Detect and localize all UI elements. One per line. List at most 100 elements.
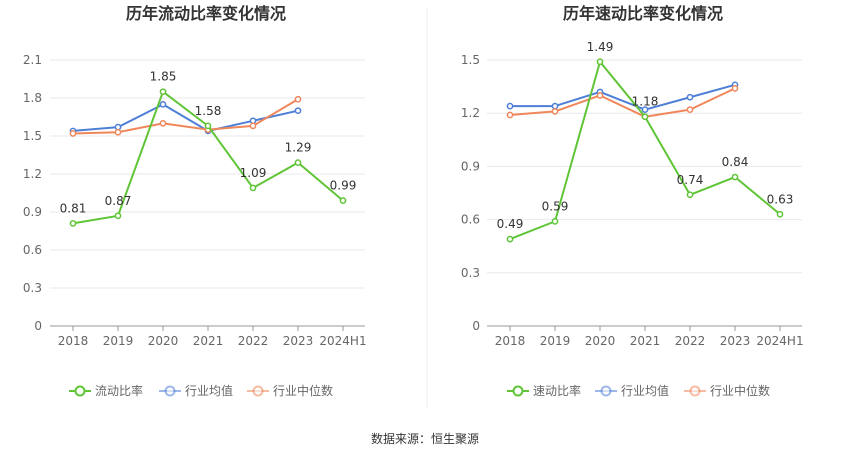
data-point [596,92,604,99]
series-line [72,98,299,135]
data-point [776,210,784,218]
x-tick-label: 2022 [675,334,706,348]
legend-item[interactable]: 流动比率 [69,383,143,398]
data-point [159,119,167,127]
series-line [72,103,299,132]
data-label: 1.49 [587,40,614,54]
legend-label: 行业中位数 [710,383,770,398]
y-tick-label: 1.5 [461,53,480,67]
y-tick-label: 0.6 [461,213,480,227]
x-tick-label: 2018 [495,334,526,348]
data-point [294,107,302,115]
data-point [159,100,167,108]
legend-label: 行业均值 [621,383,669,398]
data-point [641,106,649,114]
y-tick-label: 1.8 [23,91,42,105]
y-tick-label: 1.2 [23,167,42,181]
data-point [294,159,302,166]
data-point [204,122,212,130]
data-point [551,218,559,225]
data-label: 0.81 [60,201,87,215]
x-tick-label: 2023 [720,334,751,348]
y-tick-label: 0.6 [23,243,42,257]
y-tick-label: 0.3 [461,266,480,280]
legend-label: 行业中位数 [273,383,333,398]
x-tick-label: 2022 [238,334,269,348]
x-tick-label: 2018 [58,334,89,348]
current-ratio-chart: 历年流动比率变化情况 0 0.3 0.6 0.9 1.2 1.5 1.8 2.1 2018 2019… [23,4,367,398]
x-tick-label: 2020 [585,334,616,348]
data-label: 0.74 [677,173,704,187]
legend-item[interactable]: 行业均值 [159,383,233,398]
data-point [641,113,649,121]
legend-swatch-marker [164,385,176,397]
y-tick-label: 0 [472,319,480,333]
data-point [114,128,122,136]
y-tick-label: 1.5 [23,129,42,143]
data-label: 1.18 [632,95,659,109]
data-point [551,108,559,115]
data-point [159,88,167,96]
legend-label: 流动比率 [95,383,143,398]
x-tick-label: 2020 [148,334,179,348]
data-point [249,184,257,192]
data-point [114,212,122,220]
data-label: 1.29 [285,141,312,155]
data-point [506,111,514,119]
data-point [551,102,559,110]
data-point [731,85,739,92]
legend-swatch-marker [74,385,86,397]
x-tick-label: 2019 [540,334,571,348]
legend-item[interactable]: 速动比率 [507,383,581,398]
legend-label: 速动比率 [533,383,581,398]
data-point [596,58,604,66]
data-label: 1.85 [150,70,177,84]
data-point [294,95,302,103]
data-label: 0.84 [722,155,749,169]
x-tick-label: 2024H1 [319,334,366,348]
data-point [69,220,77,227]
x-tick-label: 2021 [630,334,661,348]
data-label: 0.59 [542,199,569,213]
x-tick-label: 2019 [103,334,134,348]
data-point [249,122,257,130]
y-tick-label: 0.3 [23,281,42,295]
x-tick-label: 2023 [283,334,314,348]
data-label: 1.09 [240,166,267,180]
chart-title: 历年流动比率变化情况 [126,4,286,23]
quick-ratio-chart: 历年速动比率变化情况 0 0.3 0.6 0.9 1.2 1.5 2018 2019 2020 20… [461,4,804,398]
data-point [686,191,694,199]
legend-item[interactable]: 行业中位数 [684,383,770,398]
y-tick-label: 1.2 [461,106,480,120]
y-tick-label: 0 [34,319,42,333]
data-label: 0.87 [105,194,132,208]
chart-title: 历年速动比率变化情况 [563,4,723,23]
legend-item[interactable]: 行业均值 [595,383,669,398]
data-point [506,102,514,110]
y-tick-label: 0.9 [23,205,42,219]
data-point [69,130,77,137]
legend-swatch-marker [512,385,524,397]
x-tick-label: 2024H1 [756,334,803,348]
data-point [339,197,347,204]
x-tick-label: 2021 [193,334,224,348]
source-label: 数据来源：恒生聚源 [371,431,479,446]
data-label: 1.58 [195,104,222,118]
data-point [731,173,739,181]
series-line [509,87,736,118]
legend-swatch-marker [252,385,264,397]
data-label: 0.63 [767,192,794,206]
legend-swatch-marker [689,385,701,397]
data-label: 0.49 [497,217,524,231]
data-point [686,93,694,101]
y-tick-label: 0.9 [461,159,480,173]
legend-label: 行业均值 [185,383,233,398]
series-line [510,83,736,111]
data-label: 0.99 [330,179,357,193]
data-point [506,235,514,243]
data-point [686,106,694,114]
legend-swatch-marker [600,385,612,397]
legend-item[interactable]: 行业中位数 [247,383,333,398]
